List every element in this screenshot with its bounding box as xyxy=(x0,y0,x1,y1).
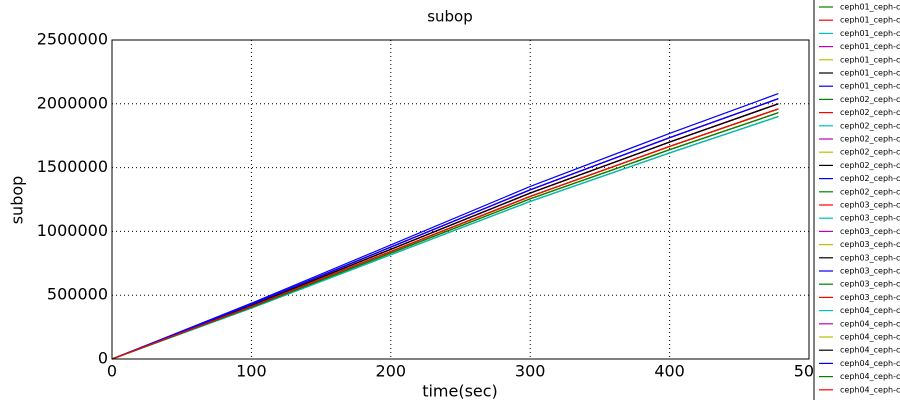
y-tick-label: 1000000 xyxy=(37,221,108,240)
legend-label: ceph04_ceph-c xyxy=(840,372,900,381)
legend-label: ceph02_ceph-c xyxy=(840,95,900,104)
legend-label: ceph04_ceph-c xyxy=(840,306,900,315)
legend-label: ceph04_ceph-c xyxy=(840,385,900,394)
legend-label: ceph03_ceph-c xyxy=(840,253,900,262)
x-axis-label: time(sec) xyxy=(422,382,498,400)
legend-label: ceph03_ceph-c xyxy=(840,214,900,223)
legend-label: ceph01_ceph-c xyxy=(840,29,900,38)
legend-label: ceph03_ceph-c xyxy=(840,227,900,236)
legend-label: ceph02_ceph-c xyxy=(840,135,900,144)
y-tick-label: 1500000 xyxy=(37,157,108,176)
legend-label: ceph01_ceph-c xyxy=(840,42,900,51)
y-tick-label: 500000 xyxy=(47,285,108,304)
chart-title: subop xyxy=(427,8,473,26)
series-line xyxy=(111,93,779,360)
legend: ceph01_ceph-cceph01_ceph-cceph01_ceph-cc… xyxy=(813,0,900,400)
legend-label: ceph03_ceph-c xyxy=(840,201,900,210)
legend-label: ceph02_ceph-c xyxy=(840,121,900,130)
series-line xyxy=(111,103,779,360)
legend-label: ceph01_ceph-c xyxy=(840,69,900,78)
legend-label: ceph02_ceph-c xyxy=(840,187,900,196)
series-line xyxy=(111,115,779,360)
legend-label: ceph04_ceph-c xyxy=(840,333,900,342)
series-line xyxy=(111,108,779,360)
x-tick-label: 300 xyxy=(515,362,546,381)
x-tick-label: 400 xyxy=(654,362,685,381)
legend-label: ceph02_ceph-c xyxy=(840,161,900,170)
legend-label: ceph03_ceph-c xyxy=(840,293,900,302)
plot-frame xyxy=(111,39,810,360)
legend-label: ceph01_ceph-c xyxy=(840,55,900,64)
legend-label: ceph01_ceph-c xyxy=(840,82,900,91)
legend-label: ceph04_ceph-c xyxy=(840,346,900,355)
legend-box xyxy=(813,0,900,400)
series-line xyxy=(111,112,779,360)
legend-label: ceph01_ceph-c xyxy=(840,3,900,12)
legend-label: ceph04_ceph-c xyxy=(840,359,900,368)
legend-label: ceph03_ceph-c xyxy=(840,267,900,276)
legend-label: ceph02_ceph-c xyxy=(840,174,900,183)
legend-label: ceph02_ceph-c xyxy=(840,108,900,117)
x-tick-label: 100 xyxy=(236,362,267,381)
x-tick-label: 200 xyxy=(376,362,407,381)
legend-label: ceph04_ceph-c xyxy=(840,319,900,328)
y-tick-label: 2000000 xyxy=(37,93,108,112)
x-tick-label: 0 xyxy=(107,362,117,381)
series-line xyxy=(111,98,779,360)
legend-label: ceph02_ceph-c xyxy=(840,148,900,157)
y-tick-label: 2500000 xyxy=(37,30,108,49)
y-tick-label: 0 xyxy=(98,349,108,368)
legend-label: ceph03_ceph-c xyxy=(840,240,900,249)
y-axis-label: subop xyxy=(8,176,27,225)
legend-label: ceph01_ceph-c xyxy=(840,16,900,25)
legend-label: ceph03_ceph-c xyxy=(840,280,900,289)
